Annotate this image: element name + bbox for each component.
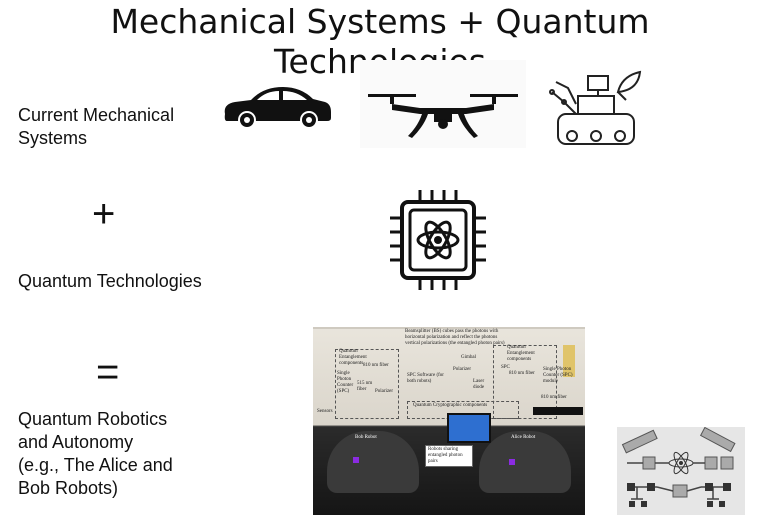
quantum-robotics-label: Quantum Robotics and Autonomy (e.g., The…	[18, 409, 173, 498]
bob-robot-label: Bob Robot	[355, 435, 377, 440]
equals-symbol: =	[96, 350, 120, 394]
fiber-left-label: 810 nm fiber	[363, 363, 389, 368]
spc-module-right-label: Single Photon Counter (SPC) module	[543, 367, 573, 384]
quantum-technologies-label: Quantum Technologies	[18, 271, 202, 291]
alice-robot-label: Alice Robot	[511, 435, 536, 440]
sensors-label: Sensors	[317, 409, 333, 414]
entanglement-left-label: Quantum Entanglement components	[339, 349, 367, 366]
mechanical-systems-label: Current Mechanical Systems	[18, 105, 175, 148]
fiber-left-2-label: 515 nm fiber	[357, 381, 373, 392]
spc-right-label: SPC	[501, 365, 510, 370]
crypto-label: Quantum Cryptographic components	[413, 403, 488, 408]
car-icon	[224, 87, 331, 129]
polarizer-left-label: Polarizer	[375, 389, 394, 394]
laser-diode-label: Laser diode	[473, 379, 485, 390]
fiber-right-2-label: 810 nm fiber	[541, 395, 567, 400]
fiber-right-label: 810 nm fiber	[509, 371, 535, 376]
robots-sharing-label: Robots sharing entangled photon pairs	[425, 445, 473, 467]
alice-bob-robots-photo: Beamsplitter (BS) cubes pass the photons…	[313, 327, 585, 515]
drone-icon	[360, 60, 526, 148]
robot-rover-icon	[549, 70, 642, 145]
beamsplitter-caption: Beamsplitter (BS) cubes pass the photons…	[405, 329, 505, 346]
entanglement-right-label: Quantum Entanglement components	[507, 345, 535, 362]
gimbal-label: Gimbal	[461, 355, 476, 360]
quantum-chip-icon	[390, 190, 486, 290]
polarizer-right-label: Polarizer	[453, 367, 472, 372]
spc-software-label: SPC Software (for both robots)	[407, 373, 444, 384]
plus-symbol: +	[92, 192, 116, 236]
spc-left-label: Single Photon Counter (SPC)	[337, 371, 354, 394]
quantum-robot-diagram-icon	[617, 426, 745, 515]
